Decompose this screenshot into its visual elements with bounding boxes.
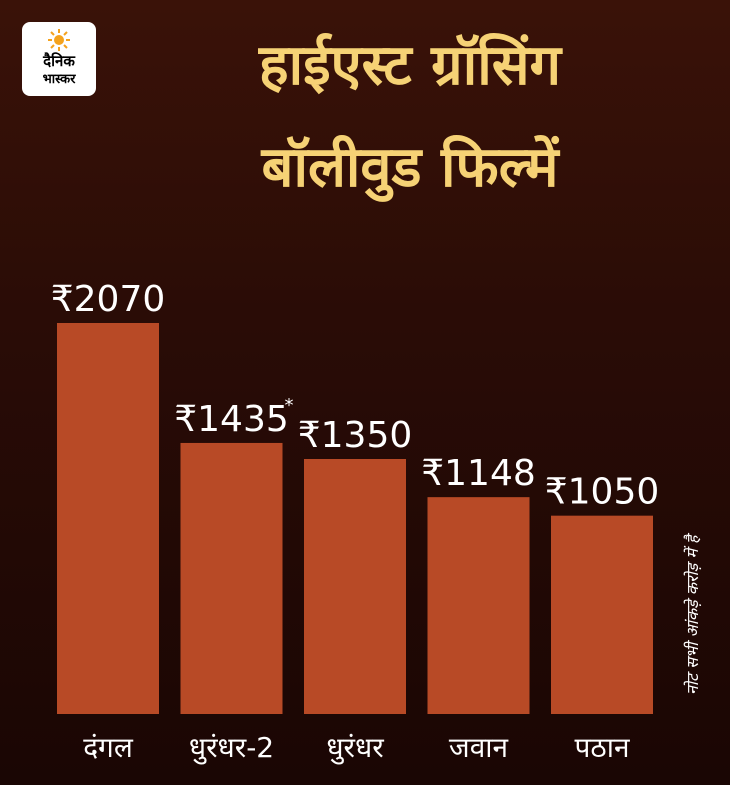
value-label-4: ₹1050 [545,472,660,513]
logo-text-bhaskar: भास्कर [42,72,76,87]
chart-title-line-1: हाईएस्ट ग्रॉसिंग [258,33,562,98]
value-label-0: ₹2070 [51,279,166,320]
bar-3 [427,497,530,714]
logo-text-dainik: दैनिक [43,52,75,70]
category-label-2: धुरंधर [326,731,384,765]
bar-0 [57,323,159,714]
value-label-2: ₹1350 [298,415,413,456]
bar-2 [304,459,406,714]
category-label-3: जवान [449,731,509,764]
chart-title-line-2: बॉलीवुड फिल्में [261,135,559,200]
dainik-bhaskar-logo: दैनिक भास्कर [22,22,96,96]
sun-icon [48,29,70,51]
bar-4 [551,515,653,714]
bar-1 [180,442,283,714]
category-label-4: पठान [575,731,630,764]
data-note: नोट सभी आंकड़े करोड़ में है [683,532,702,695]
note-text: नोट सभी आंकड़े करोड़ में है [683,532,702,695]
category-label-0: दंगल [83,731,134,764]
value-asterisk-1: * [285,395,294,416]
category-label-1: धुरंधर-2 [189,731,274,765]
value-label-1: ₹1435 [174,399,289,440]
value-label-3: ₹1148 [421,453,536,494]
